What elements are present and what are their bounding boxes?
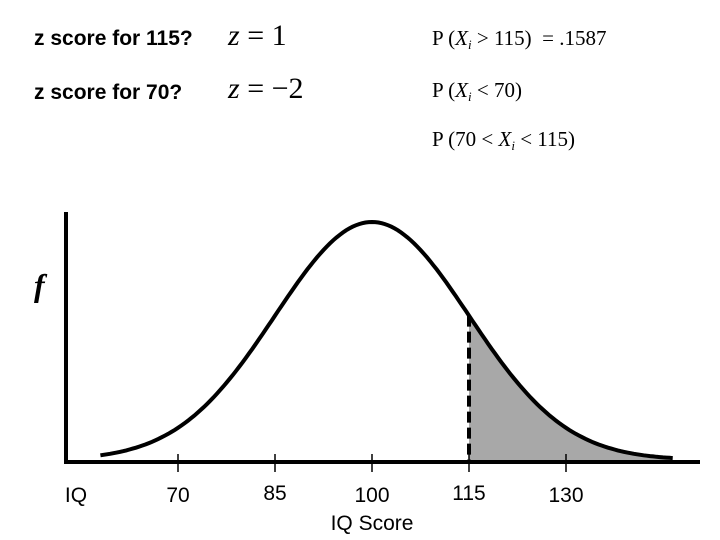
prob-sub: i [467, 37, 472, 52]
prob-prefix: P (70 < [432, 127, 499, 151]
z-equation-115: z = 1 [228, 19, 287, 53]
prob-sub: i [467, 89, 472, 104]
question-70-label: z score for 70? [34, 81, 183, 104]
normal-curve [100, 219, 673, 461]
prob-rest: > 115) [471, 26, 532, 50]
x-tick-label: 70 [166, 484, 189, 507]
shaded-upper-tail [469, 315, 673, 460]
y-axis-label: f [34, 267, 48, 303]
prob-sub: i [511, 138, 515, 153]
z-equation-70: z = −2 [228, 72, 304, 106]
z-value-115: 1 [271, 19, 287, 52]
prob-prefix: P ( [432, 78, 456, 102]
prob-result: = .1587 [531, 26, 607, 50]
prob-rest: < 70) [471, 78, 522, 102]
x-left-label: IQ [65, 484, 87, 507]
x-axis-label: IQ Score [331, 512, 414, 535]
x-tick-label: 130 [548, 484, 583, 507]
question-115-label: z score for 115? [34, 27, 193, 50]
equals-sign: = [247, 19, 265, 52]
x-tick-label: 115 [452, 482, 485, 505]
probability-less-70: P (Xi < 70) [432, 78, 522, 105]
prob-var: X [455, 78, 468, 102]
x-tick-label: 100 [354, 484, 389, 507]
x-ticks: 70 85 100 115 130 [166, 454, 584, 507]
z-symbol: z [228, 72, 240, 105]
prob-rest: < 115) [514, 127, 576, 151]
z-value-70: −2 [271, 72, 304, 105]
probability-between-70-115: P (70 < Xi < 115) [432, 127, 575, 154]
prob-var: X [455, 26, 468, 50]
x-tick-label: 85 [263, 482, 286, 505]
prob-prefix: P ( [432, 26, 456, 50]
equals-sign: = [247, 72, 265, 105]
probability-greater-115: P (Xi > 115) = .1587 [432, 26, 607, 53]
z-symbol: z [228, 19, 240, 52]
prob-var: X [498, 127, 512, 151]
